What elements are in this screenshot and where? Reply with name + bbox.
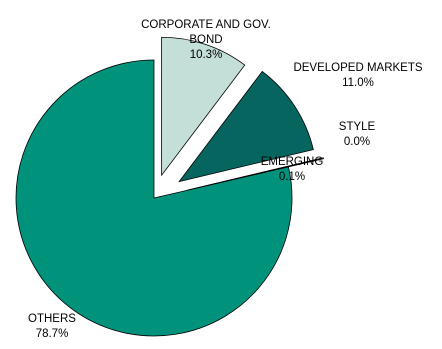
data-label-value-style: 0.0% [344,136,370,148]
data-label-name-emerging: EMERGING [261,156,324,168]
pie-slice-developed-markets [178,70,314,183]
pie-slice-others [15,59,293,337]
data-label-name-developed-markets: DEVELOPED MARKETS [293,62,422,74]
data-label-value-others: 78.7% [36,328,69,340]
data-label-name-corporate-and-gov-bond: BOND [189,34,222,46]
data-label-value-emerging: 0.1% [279,171,305,183]
data-label-value-corporate-and-gov-bond: 10.3% [190,49,223,61]
data-label-value-developed-markets: 11.0% [342,77,374,89]
data-label-name-corporate-and-gov-bond: CORPORATE AND GOV. [141,19,271,31]
data-label-name-style: STYLE [339,121,376,133]
data-label-name-others: OTHERS [28,313,76,325]
pie-slice-corporate-and-gov-bond [161,36,246,177]
